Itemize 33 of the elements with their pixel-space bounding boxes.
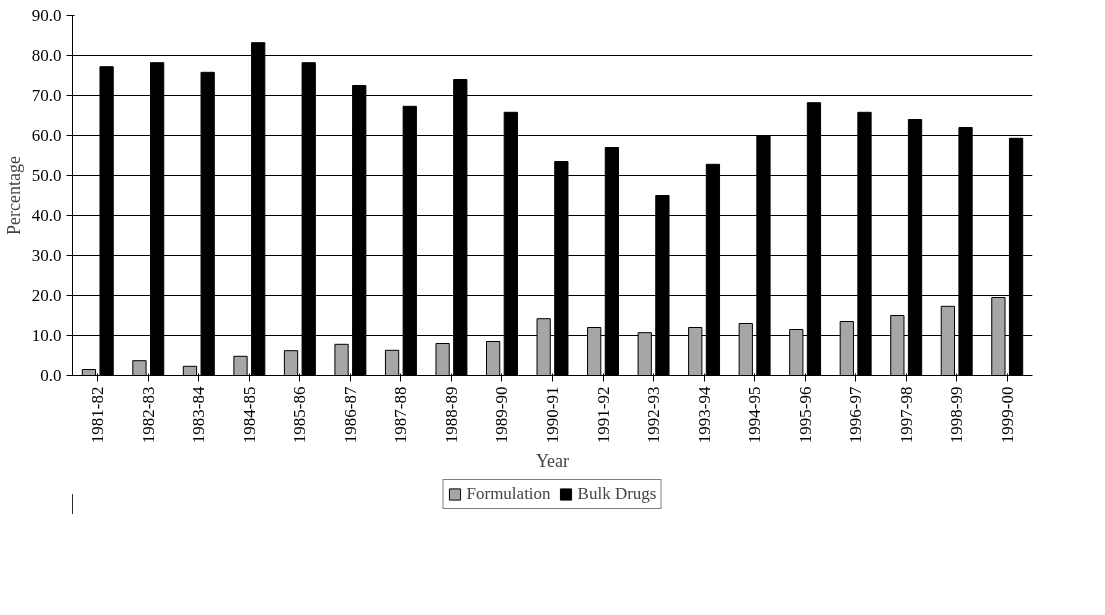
- x-tick-label: 1989-90: [492, 386, 512, 444]
- legend-label: Formulation: [466, 484, 551, 504]
- x-tick-label: 1992-93: [644, 386, 664, 444]
- y-tick-label: 60.0: [31, 126, 62, 145]
- x-tick-label: 1982-83: [138, 386, 158, 444]
- x-tick-label: 1991-92: [593, 386, 613, 444]
- x-tick-label: 1981-82: [88, 386, 108, 444]
- x-axis-title: Year: [535, 451, 570, 472]
- x-tick-label: 1997-98: [896, 386, 916, 444]
- y-tick-label: 90.0: [31, 6, 62, 25]
- legend-label: Bulk Drugs: [577, 484, 657, 504]
- x-tick-label: 1999-00: [997, 386, 1017, 444]
- x-tick-label: 1998-99: [947, 386, 967, 444]
- x-tick-label: 1986-87: [340, 386, 360, 444]
- y-tick-label: 30.0: [31, 246, 62, 265]
- y-tick-label: 40.0: [31, 206, 62, 225]
- x-tick-label: 1996-97: [846, 386, 866, 444]
- x-tick-label: 1987-88: [391, 386, 411, 444]
- x-tick-label: 1983-84: [189, 386, 209, 444]
- y-axis-title: Percentage: [3, 156, 24, 235]
- x-tick-label: 1994-95: [745, 386, 765, 444]
- x-tick-label: 1984-85: [239, 386, 259, 444]
- x-tick-label: 1988-89: [441, 386, 461, 444]
- x-tick-label: 1985-86: [290, 386, 310, 444]
- y-tick-label: 10.0: [31, 326, 62, 345]
- x-tick-label: 1990-91: [543, 386, 562, 444]
- y-tick-label: 50.0: [31, 166, 62, 185]
- y-tick-label: 80.0: [31, 46, 62, 65]
- y-tick-label: 20.0: [31, 286, 62, 305]
- x-tick-label: 1995-96: [795, 386, 815, 444]
- y-tick-label: 0.0: [40, 366, 62, 385]
- x-tick-label: 1993-94: [694, 386, 714, 444]
- y-tick-label: 70.0: [31, 86, 62, 105]
